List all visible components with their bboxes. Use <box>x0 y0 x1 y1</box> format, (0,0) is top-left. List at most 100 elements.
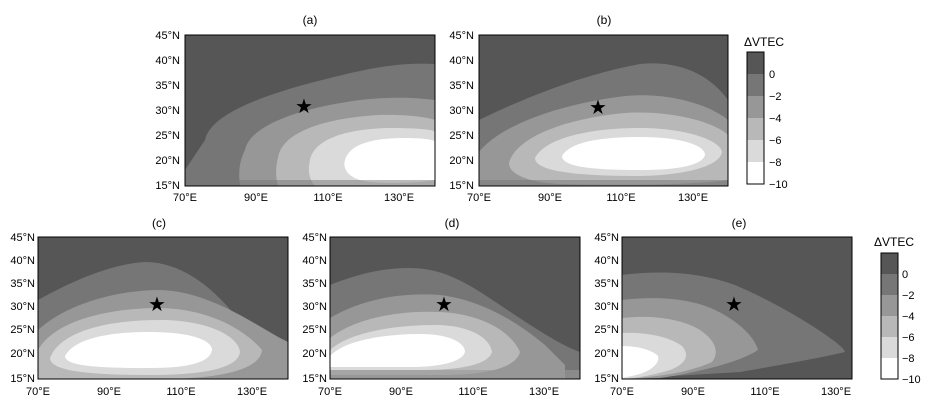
colorbar-top-swatch-3 <box>747 118 764 140</box>
colorbar-top-title: ΔVTEC <box>744 35 784 49</box>
svg-text:130°E: 130°E <box>384 192 414 204</box>
panel-c: (c) ★ 45°N 40°N 35°N 30°N 25°N 20°N 15°N… <box>10 216 289 398</box>
panel-d-y-axis: 45°N 40°N 35°N 30°N 25°N 20°N 15°N <box>302 232 327 385</box>
star-icon: ★ <box>295 96 313 118</box>
colorbar-bottom-swatch-3 <box>881 316 898 337</box>
colorbar-bottom-tick: 0 <box>902 269 908 281</box>
svg-text:20°N: 20°N <box>302 348 327 360</box>
svg-text:40°N: 40°N <box>302 255 327 267</box>
colorbar-bottom-swatch-0 <box>881 253 898 274</box>
svg-text:110°E: 110°E <box>606 192 635 204</box>
svg-text:130°E: 130°E <box>821 386 851 398</box>
svg-text:110°E: 110°E <box>166 386 195 398</box>
star-icon: ★ <box>148 294 166 316</box>
panel-e-label: (e) <box>732 216 747 230</box>
colorbar-bottom-swatch-1 <box>881 274 898 295</box>
panel-c-label: (c) <box>152 216 166 230</box>
panel-a-label: (a) <box>303 13 318 27</box>
svg-text:70°E: 70°E <box>467 192 491 204</box>
star-icon: ★ <box>725 294 743 316</box>
colorbar-bottom-tick: −4 <box>902 311 915 323</box>
svg-text:45°N: 45°N <box>594 232 619 244</box>
colorbar-bottom-title: ΔVTEC <box>874 235 914 249</box>
svg-text:25°N: 25°N <box>302 324 327 336</box>
panel-a-y-axis: 45°N 40°N 35°N 30°N 25°N 20°N 15°N <box>155 30 180 192</box>
svg-text:90°E: 90°E <box>538 192 562 204</box>
panel-b-contour-8 <box>562 137 705 170</box>
svg-text:35°N: 35°N <box>302 278 327 290</box>
svg-text:30°N: 30°N <box>594 301 619 313</box>
svg-text:110°E: 110°E <box>750 386 779 398</box>
svg-text:30°N: 30°N <box>10 301 35 313</box>
panel-e-x-axis: 70°E 90°E 110°E 130°E <box>610 386 851 398</box>
svg-text:90°E: 90°E <box>244 192 268 204</box>
panel-a-x-axis: 70°E 90°E 110°E 130°E <box>173 192 414 204</box>
svg-text:25°N: 25°N <box>449 130 474 142</box>
svg-text:40°N: 40°N <box>594 255 619 267</box>
svg-text:40°N: 40°N <box>10 255 35 267</box>
colorbar-bottom-swatch-2 <box>881 295 898 316</box>
colorbar-bottom-tick: −10 <box>902 374 921 386</box>
panel-e-map <box>622 237 852 379</box>
svg-text:90°E: 90°E <box>97 386 121 398</box>
svg-text:45°N: 45°N <box>302 232 327 244</box>
svg-text:40°N: 40°N <box>155 55 180 67</box>
svg-text:130°E: 130°E <box>237 386 267 398</box>
svg-text:70°E: 70°E <box>26 386 50 398</box>
svg-text:15°N: 15°N <box>594 373 619 385</box>
svg-text:20°N: 20°N <box>155 155 180 167</box>
svg-text:110°E: 110°E <box>313 192 342 204</box>
svg-text:20°N: 20°N <box>594 348 619 360</box>
svg-text:40°N: 40°N <box>449 55 474 67</box>
svg-text:15°N: 15°N <box>449 180 474 192</box>
panel-c-map <box>38 237 288 379</box>
svg-text:30°N: 30°N <box>155 105 180 117</box>
colorbar-bottom-swatch-4 <box>881 337 898 358</box>
panel-b-y-axis: 45°N 40°N 35°N 30°N 25°N 20°N 15°N <box>449 30 474 192</box>
svg-text:110°E: 110°E <box>458 386 487 398</box>
panel-b-label: (b) <box>597 13 612 27</box>
star-icon: ★ <box>589 97 607 119</box>
svg-text:35°N: 35°N <box>594 278 619 290</box>
svg-text:90°E: 90°E <box>389 386 413 398</box>
colorbar-top-tick: −6 <box>769 135 782 147</box>
svg-text:30°N: 30°N <box>449 105 474 117</box>
panel-c-y-axis: 45°N 40°N 35°N 30°N 25°N 20°N 15°N <box>10 232 35 385</box>
colorbar-top-tick: −8 <box>769 157 782 169</box>
svg-text:20°N: 20°N <box>449 155 474 167</box>
panel-d-contour-8 <box>330 334 465 367</box>
panel-e-y-axis: 45°N 40°N 35°N 30°N 25°N 20°N 15°N <box>594 232 619 385</box>
svg-text:15°N: 15°N <box>10 373 35 385</box>
svg-text:15°N: 15°N <box>155 180 180 192</box>
panel-d-x-axis: 70°E 90°E 110°E 130°E <box>318 386 559 398</box>
svg-text:130°E: 130°E <box>529 386 559 398</box>
svg-text:45°N: 45°N <box>155 30 180 42</box>
panel-b: (b) ★ 45°N 40°N 35°N 30°N 25°N 20°N 15°N… <box>449 13 729 204</box>
svg-text:25°N: 25°N <box>10 324 35 336</box>
colorbar-bottom-swatch-5 <box>881 358 898 379</box>
panel-d-map <box>330 237 580 379</box>
svg-text:45°N: 45°N <box>449 30 474 42</box>
svg-text:70°E: 70°E <box>318 386 342 398</box>
panel-d: (d) ★ 45°N 40°N 35°N 30°N 25°N 20°N 15°N… <box>302 216 581 398</box>
panel-a-map <box>185 35 435 186</box>
colorbar-top-tick: −2 <box>769 91 782 103</box>
colorbar-bottom-tick: −8 <box>902 353 915 365</box>
colorbar-top: ΔVTEC 0 −2 −4 −6 −8 −10 <box>744 35 788 191</box>
colorbar-bottom: ΔVTEC 0 −2 −4 −6 −8 −10 <box>874 235 921 386</box>
svg-text:90°E: 90°E <box>681 386 705 398</box>
colorbar-top-swatch-4 <box>747 140 764 162</box>
svg-text:15°N: 15°N <box>302 373 327 385</box>
svg-text:25°N: 25°N <box>155 130 180 142</box>
colorbar-top-tick: −10 <box>769 179 788 191</box>
colorbar-top-tick: 0 <box>769 69 775 81</box>
colorbar-top-swatch-1 <box>747 74 764 96</box>
svg-text:35°N: 35°N <box>155 80 180 92</box>
svg-text:130°E: 130°E <box>678 192 708 204</box>
colorbar-top-swatch-0 <box>747 52 764 74</box>
colorbar-bottom-tick: −2 <box>902 290 915 302</box>
svg-text:70°E: 70°E <box>610 386 634 398</box>
svg-text:70°E: 70°E <box>173 192 197 204</box>
panel-c-x-axis: 70°E 90°E 110°E 130°E <box>26 386 267 398</box>
